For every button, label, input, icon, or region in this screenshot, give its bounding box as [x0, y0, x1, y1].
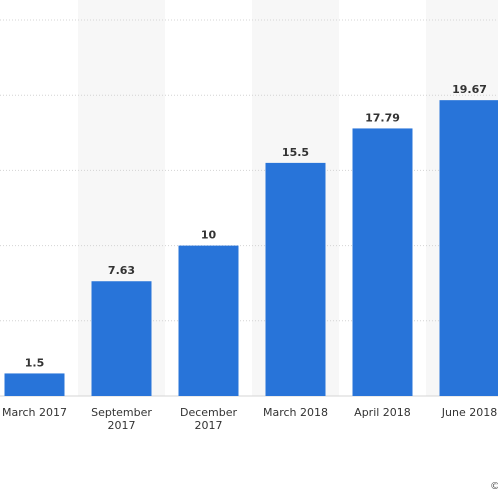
bar-value-label: 17.79	[365, 111, 400, 124]
gridlines	[0, 19, 498, 397]
x-tick-label: March 2017	[2, 406, 67, 419]
x-axis-labels: March 2017 September 2017 December 2017 March…	[2, 406, 497, 432]
copyright-mark: ©	[490, 481, 498, 492]
value-labels: 1.5 7.63 10 15.5 17.79 19.67	[25, 83, 487, 369]
bar[interactable]	[4, 373, 65, 396]
bar[interactable]	[178, 245, 239, 396]
bar-value-label: 1.5	[25, 356, 45, 369]
x-tick-label: June 2018	[441, 406, 497, 419]
bar[interactable]	[91, 281, 152, 396]
bar[interactable]	[352, 128, 413, 396]
x-tick-label: September 2017	[91, 406, 152, 432]
bar[interactable]	[265, 162, 326, 396]
bar-value-label: 10	[201, 229, 217, 242]
bar-value-label: 7.63	[108, 264, 135, 277]
bar-value-label: 15.5	[282, 146, 309, 159]
x-tick-label: April 2018	[354, 406, 411, 419]
bars	[4, 100, 498, 396]
bar-value-label: 19.67	[452, 83, 487, 96]
x-tick-label: December 2017	[180, 406, 238, 432]
bar[interactable]	[439, 100, 498, 396]
x-tick-label: March 2018	[263, 406, 328, 419]
